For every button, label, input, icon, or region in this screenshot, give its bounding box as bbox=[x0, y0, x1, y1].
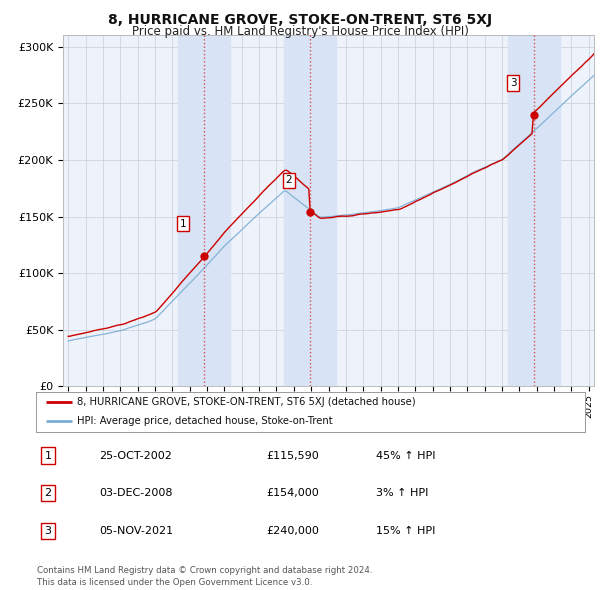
Bar bbox=[284, 35, 336, 386]
Text: 3% ↑ HPI: 3% ↑ HPI bbox=[376, 489, 429, 498]
Text: 15% ↑ HPI: 15% ↑ HPI bbox=[376, 526, 436, 536]
Text: 8, HURRICANE GROVE, STOKE-ON-TRENT, ST6 5XJ: 8, HURRICANE GROVE, STOKE-ON-TRENT, ST6 … bbox=[108, 13, 492, 27]
Text: Price paid vs. HM Land Registry's House Price Index (HPI): Price paid vs. HM Land Registry's House … bbox=[131, 25, 469, 38]
Text: 2: 2 bbox=[44, 489, 52, 498]
Text: Contains HM Land Registry data © Crown copyright and database right 2024.
This d: Contains HM Land Registry data © Crown c… bbox=[37, 566, 373, 587]
Bar bbox=[508, 35, 560, 386]
Bar bbox=[178, 35, 230, 386]
Text: 8, HURRICANE GROVE, STOKE-ON-TRENT, ST6 5XJ (detached house): 8, HURRICANE GROVE, STOKE-ON-TRENT, ST6 … bbox=[77, 397, 416, 407]
Text: 3: 3 bbox=[44, 526, 52, 536]
Text: 03-DEC-2008: 03-DEC-2008 bbox=[99, 489, 173, 498]
Text: 05-NOV-2021: 05-NOV-2021 bbox=[99, 526, 173, 536]
Text: 1: 1 bbox=[180, 219, 187, 229]
Text: HPI: Average price, detached house, Stoke-on-Trent: HPI: Average price, detached house, Stok… bbox=[77, 417, 333, 427]
Text: £115,590: £115,590 bbox=[266, 451, 319, 461]
Text: 3: 3 bbox=[510, 78, 517, 88]
Text: 25-OCT-2002: 25-OCT-2002 bbox=[99, 451, 172, 461]
Text: £240,000: £240,000 bbox=[266, 526, 319, 536]
Text: 1: 1 bbox=[44, 451, 52, 461]
Text: £154,000: £154,000 bbox=[266, 489, 319, 498]
Text: 45% ↑ HPI: 45% ↑ HPI bbox=[376, 451, 436, 461]
Text: 2: 2 bbox=[286, 175, 292, 185]
